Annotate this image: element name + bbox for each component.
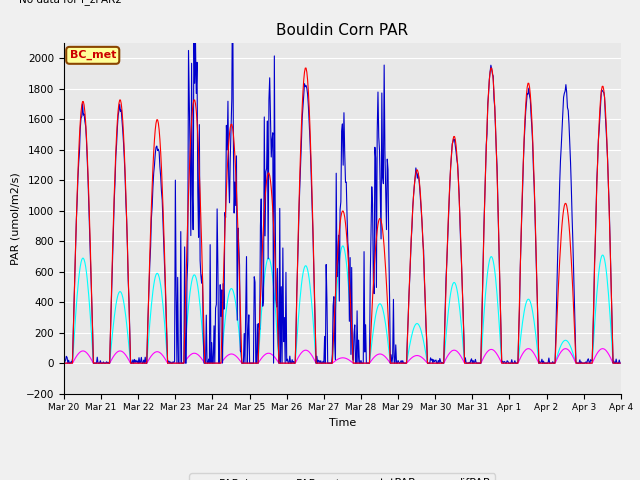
difPAR <box>184 312 191 317</box>
PAR_out <box>184 355 191 360</box>
Line: PAR_in: PAR_in <box>64 68 620 363</box>
totPAR <box>128 360 136 366</box>
PAR_out <box>213 360 221 366</box>
totPAR <box>185 48 193 53</box>
totPAR <box>616 360 624 366</box>
totPAR <box>60 355 68 360</box>
totPAR <box>214 265 221 271</box>
PAR_in <box>70 300 78 306</box>
PAR_in <box>213 360 221 366</box>
Text: BC_met: BC_met <box>70 50 116 60</box>
PAR_in <box>426 360 434 366</box>
PAR_in <box>184 216 191 221</box>
difPAR <box>60 360 68 366</box>
totPAR <box>428 357 435 363</box>
Text: No data for f_zPAR2: No data for f_zPAR2 <box>19 0 122 5</box>
Line: difPAR: difPAR <box>64 246 620 363</box>
difPAR <box>616 360 624 366</box>
Line: PAR_out: PAR_out <box>64 348 620 363</box>
totPAR <box>71 273 79 278</box>
PAR_in <box>410 192 417 198</box>
PAR_in <box>60 360 68 366</box>
Title: Bouldin Corn PAR: Bouldin Corn PAR <box>276 23 408 38</box>
difPAR <box>213 360 221 366</box>
PAR_in <box>616 360 624 366</box>
difPAR <box>70 336 78 342</box>
PAR_out <box>426 360 434 366</box>
X-axis label: Time: Time <box>329 418 356 428</box>
PAR_out <box>525 346 532 351</box>
Line: totPAR: totPAR <box>64 0 620 363</box>
PAR_out <box>127 360 135 366</box>
difPAR <box>427 360 435 366</box>
PAR_out <box>70 358 78 363</box>
totPAR <box>64 360 72 366</box>
PAR_in <box>127 360 135 366</box>
PAR_in <box>488 65 495 71</box>
difPAR <box>410 324 418 330</box>
difPAR <box>339 243 346 249</box>
PAR_out <box>616 360 624 366</box>
totPAR <box>412 175 419 181</box>
difPAR <box>127 360 135 366</box>
Legend: PAR_in, PAR_out, totPAR, difPAR: PAR_in, PAR_out, totPAR, difPAR <box>189 473 495 480</box>
Y-axis label: PAR (umol/m2/s): PAR (umol/m2/s) <box>10 172 20 265</box>
PAR_out <box>410 354 417 360</box>
PAR_out <box>60 360 68 366</box>
